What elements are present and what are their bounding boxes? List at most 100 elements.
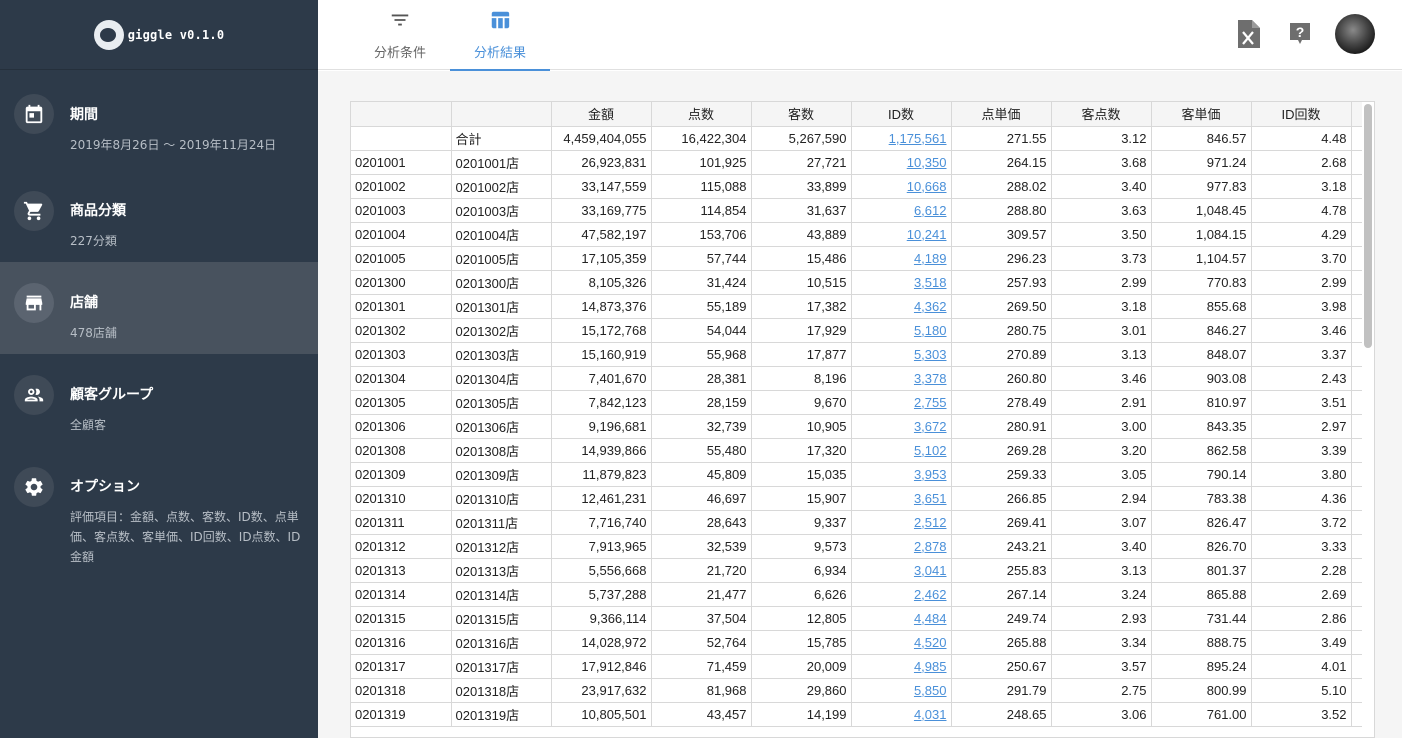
column-header[interactable] bbox=[351, 102, 452, 127]
id-count-link[interactable]: 10,668 bbox=[906, 178, 947, 194]
sidebar-item-sub: 評価項目：金額、点数、客数、ID数、点単価、客点数、客単価、ID回数、ID点数、… bbox=[70, 510, 301, 564]
table-total-row: 合計 4,459,404,055 16,422,304 5,267,590 1,175,… bbox=[351, 126, 1366, 151]
value-cell: 280.91 bbox=[951, 414, 1052, 439]
id-count-link[interactable]: 5,180 bbox=[913, 322, 947, 338]
table-row: 0201001 0201001店 26,923,831 101,925 27,721 10… bbox=[351, 150, 1366, 175]
column-header[interactable]: ID回数 bbox=[1251, 102, 1352, 127]
value-cell: 9,573 bbox=[751, 534, 852, 559]
value-cell: 16,422,304 bbox=[651, 126, 752, 151]
store-code-cell: 0201308 bbox=[351, 438, 452, 463]
table-row: 0201310 0201310店 12,461,231 46,697 15,907 3,6… bbox=[351, 486, 1366, 511]
store-name-cell: 0201318店 bbox=[451, 678, 552, 703]
tab-analysis-results[interactable]: 分析結果 bbox=[450, 0, 550, 71]
value-cell: 291.79 bbox=[951, 678, 1052, 703]
id-count-link[interactable]: 3,953 bbox=[913, 466, 947, 482]
id-count-link[interactable]: 2,512 bbox=[913, 514, 947, 530]
id-count-link[interactable]: 10,350 bbox=[906, 154, 947, 170]
table-body: 合計 4,459,404,055 16,422,304 5,267,590 1,175,… bbox=[351, 126, 1366, 727]
value-cell: 28,643 bbox=[651, 510, 752, 535]
sidebar-item-category[interactable]: 商品分類 227分類 bbox=[0, 170, 318, 262]
column-header[interactable]: 客数 bbox=[751, 102, 852, 127]
sidebar-item-option[interactable]: オプション 評価項目：金額、点数、客数、ID数、点単価、客点数、客単価、ID回数… bbox=[0, 446, 318, 564]
sidebar-item-sub: 2019年8月26日 ～ 2019年11月24日 bbox=[70, 138, 277, 152]
value-cell: 9,366,114 bbox=[551, 606, 652, 631]
value-cell: 43,889 bbox=[751, 222, 852, 247]
value-cell: 14,939,866 bbox=[551, 438, 652, 463]
value-cell: 15,785 bbox=[751, 630, 852, 655]
id-count-link[interactable]: 3,651 bbox=[913, 490, 947, 506]
id-count-link[interactable]: 2,755 bbox=[913, 394, 947, 410]
value-cell: 2.99 bbox=[1051, 270, 1152, 295]
id-count-link[interactable]: 6,612 bbox=[913, 202, 947, 218]
sidebar-item-store[interactable]: 店舗 478店舗 bbox=[0, 262, 318, 354]
id-count-link[interactable]: 1,175,561 bbox=[888, 130, 947, 146]
id-count-link[interactable]: 3,041 bbox=[913, 562, 947, 578]
id-count-link[interactable]: 4,985 bbox=[913, 658, 947, 674]
user-avatar[interactable] bbox=[1335, 14, 1375, 54]
id-count-link[interactable]: 4,189 bbox=[913, 250, 947, 266]
id-count-link[interactable]: 4,362 bbox=[913, 298, 947, 314]
sidebar-item-customer-group[interactable]: 顧客グループ 全顧客 bbox=[0, 354, 318, 446]
value-cell: 14,199 bbox=[751, 702, 852, 727]
store-code-cell: 0201319 bbox=[351, 702, 452, 727]
id-count-link[interactable]: 2,878 bbox=[913, 538, 947, 554]
table-row: 0201309 0201309店 11,879,823 45,809 15,035 3,9… bbox=[351, 462, 1366, 487]
id-count-link[interactable]: 10,241 bbox=[906, 226, 947, 242]
column-header[interactable]: 客点数 bbox=[1051, 102, 1152, 127]
value-cell: 7,842,123 bbox=[551, 390, 652, 415]
value-cell: 265.88 bbox=[951, 630, 1052, 655]
id-count-link[interactable]: 4,520 bbox=[913, 634, 947, 650]
column-header[interactable]: 点単価 bbox=[951, 102, 1052, 127]
store-name-cell: 0201301店 bbox=[451, 294, 552, 319]
id-count-link[interactable]: 5,102 bbox=[913, 442, 947, 458]
value-cell: 3.05 bbox=[1051, 462, 1152, 487]
value-cell: 3.49 bbox=[1251, 630, 1352, 655]
sidebar-item-period[interactable]: 期間 2019年8月26日 ～ 2019年11月24日 bbox=[0, 70, 318, 170]
id-count-link[interactable]: 5,303 bbox=[913, 346, 947, 362]
id-count-link[interactable]: 3,518 bbox=[913, 274, 947, 290]
id-count-link[interactable]: 3,672 bbox=[913, 418, 947, 434]
value-cell: 267.14 bbox=[951, 582, 1052, 607]
table-icon bbox=[450, 9, 550, 31]
id-count-link[interactable]: 2,462 bbox=[913, 586, 947, 602]
store-name-cell: 0201310店 bbox=[451, 486, 552, 511]
id-count-cell: 2,755 bbox=[851, 390, 952, 415]
table-row: 0201003 0201003店 33,169,775 114,854 31,637 6,… bbox=[351, 198, 1366, 223]
id-count-link[interactable]: 5,850 bbox=[913, 682, 947, 698]
vertical-scrollbar[interactable] bbox=[1362, 102, 1374, 737]
value-cell: 269.50 bbox=[951, 294, 1052, 319]
column-header[interactable]: 客単価 bbox=[1151, 102, 1252, 127]
tab-analysis-conditions[interactable]: 分析条件 bbox=[350, 0, 450, 70]
value-cell: 255.83 bbox=[951, 558, 1052, 583]
gear-icon bbox=[14, 467, 54, 507]
table-row: 0201318 0201318店 23,917,632 81,968 29,860 5,8… bbox=[351, 678, 1366, 703]
value-cell: 2.97 bbox=[1251, 414, 1352, 439]
value-cell: 54,044 bbox=[651, 318, 752, 343]
column-header[interactable]: 点数 bbox=[651, 102, 752, 127]
value-cell: 23,917,632 bbox=[551, 678, 652, 703]
help-button[interactable]: ? bbox=[1286, 20, 1314, 48]
column-header[interactable]: ID数 bbox=[851, 102, 952, 127]
value-cell: 260.80 bbox=[951, 366, 1052, 391]
id-count-link[interactable]: 4,031 bbox=[913, 706, 947, 722]
id-count-cell: 2,462 bbox=[851, 582, 952, 607]
value-cell: 10,905 bbox=[751, 414, 852, 439]
value-cell: 15,160,919 bbox=[551, 342, 652, 367]
excel-export-button[interactable] bbox=[1234, 20, 1262, 48]
value-cell: 4.01 bbox=[1251, 654, 1352, 679]
column-header[interactable]: 金額 bbox=[551, 102, 652, 127]
id-count-cell: 10,241 bbox=[851, 222, 952, 247]
value-cell: 843.35 bbox=[1151, 414, 1252, 439]
value-cell: 826.47 bbox=[1151, 510, 1252, 535]
id-count-link[interactable]: 3,378 bbox=[913, 370, 947, 386]
store-code-cell: 0201317 bbox=[351, 654, 452, 679]
value-cell: 71,459 bbox=[651, 654, 752, 679]
value-cell: 288.02 bbox=[951, 174, 1052, 199]
id-count-link[interactable]: 4,484 bbox=[913, 610, 947, 626]
value-cell: 55,189 bbox=[651, 294, 752, 319]
value-cell: 7,401,670 bbox=[551, 366, 652, 391]
column-header[interactable] bbox=[451, 102, 552, 127]
value-cell: 52,764 bbox=[651, 630, 752, 655]
scroll-thumb[interactable] bbox=[1364, 104, 1372, 348]
value-cell: 280.75 bbox=[951, 318, 1052, 343]
